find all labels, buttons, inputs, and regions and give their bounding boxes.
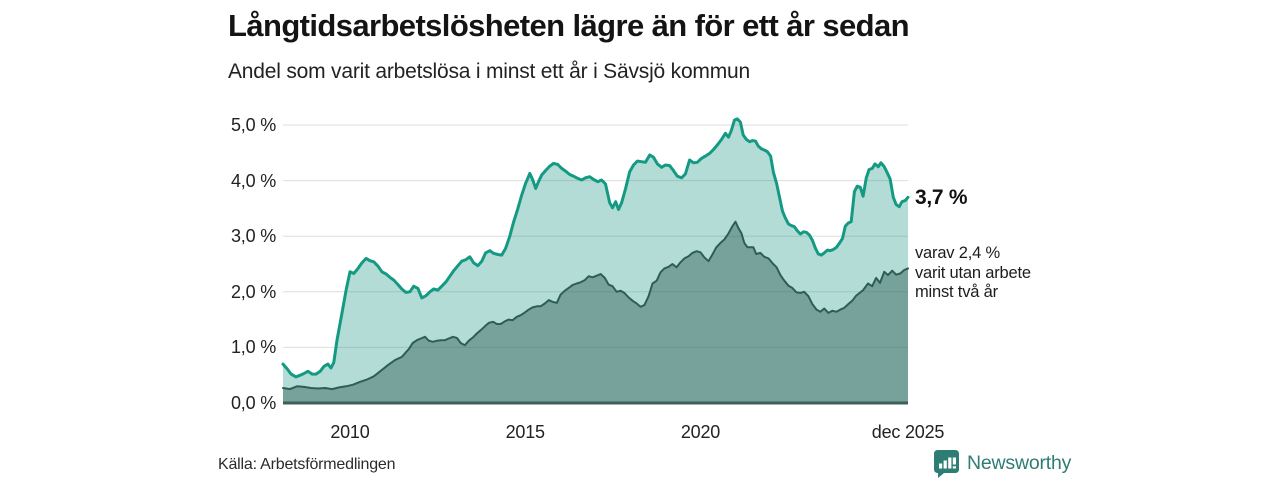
y-tick-label: 4,0 % bbox=[230, 170, 276, 191]
page-subtitle: Andel som varit arbetslösa i minst ett å… bbox=[228, 60, 750, 83]
x-tick-label: 2020 bbox=[680, 422, 721, 442]
series-1yr-line bbox=[281, 117, 910, 379]
newsworthy-bubble-chart-icon bbox=[933, 449, 960, 478]
x-tick-label: 2010 bbox=[330, 422, 370, 442]
newsworthy-wordmark: Newsworthy bbox=[967, 451, 1072, 474]
y-tick-label: 5,0 % bbox=[230, 115, 276, 135]
x-tick-label: dec 2025 bbox=[871, 422, 945, 442]
x-tick-label: 2015 bbox=[505, 422, 545, 442]
source-credit: Källa: Arbetsförmedlingen bbox=[218, 456, 396, 473]
newsworthy-logo: Newsworthy bbox=[933, 447, 1071, 479]
y-tick-label: 3,0 % bbox=[230, 226, 276, 247]
y-tick-label: 0,0 % bbox=[230, 393, 276, 413]
secondary-value-note: varav 2,4 % varit utan arbete minst två … bbox=[915, 244, 1031, 301]
page-title: Långtidsarbetslösheten lägre än för ett … bbox=[228, 8, 910, 43]
latest-value-label: 3,7 % bbox=[915, 186, 968, 209]
series-2yr-line bbox=[282, 220, 909, 391]
series-2yr-area bbox=[283, 221, 908, 403]
series-1yr-area bbox=[283, 118, 908, 404]
y-tick-label: 1,0 % bbox=[230, 337, 276, 358]
y-tick-label: 2,0 % bbox=[230, 281, 276, 302]
